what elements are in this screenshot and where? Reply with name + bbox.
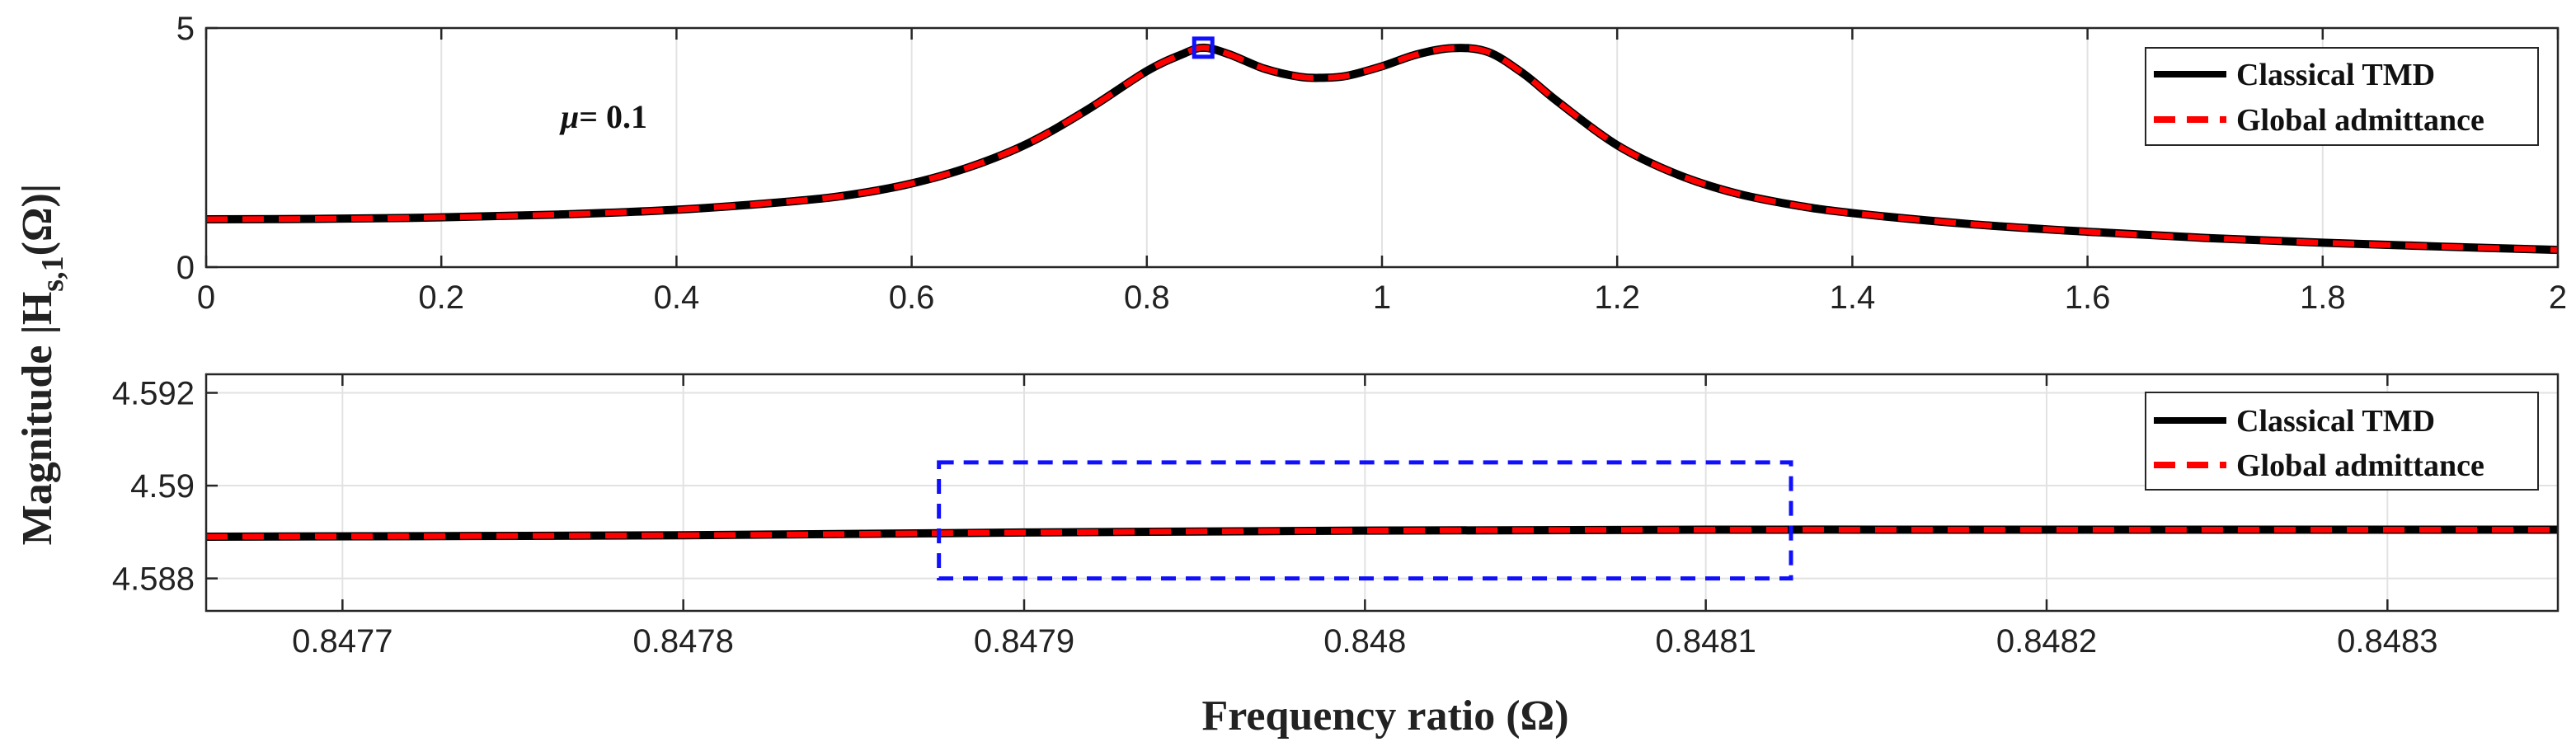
mu-value: = 0.1 [579,98,647,135]
top-xtick-label: 1.2 [1594,279,1640,316]
y-axis-label-main: Magnitude |H [14,292,61,546]
top-legend: Classical TMD Global admittance [2145,47,2539,146]
top-ticks: 0 0.2 0.4 0.6 0.8 1 1.2 1.4 1.6 1.8 2 0 5 [176,11,2567,316]
bottom-ytick-label: 4.592 [112,376,195,412]
bottom-xtick-label: 0.848 [1323,623,1406,660]
bottom-plot-panel: 0.8477 0.8478 0.8479 0.848 0.8481 0.8482 0.848… [112,373,2560,660]
bottom-ytick-label: 4.59 [130,468,195,505]
x-axis-label: Frequency ratio (Ω) [1201,693,1568,740]
bottom-xtick-label: 0.8481 [1655,623,1756,660]
bottom-ytick-label: 4.588 [112,561,195,598]
bottom-legend: Classical TMD Global admittance [2145,392,2539,491]
top-legend-box [2145,47,2539,146]
top-legend-label-global: Global admittance [2236,103,2484,138]
top-xtick-label: 1.6 [2065,279,2111,316]
bottom-legend-label-global: Global admittance [2236,448,2484,483]
top-xtick-label: 1 [1373,279,1391,316]
bottom-xtick-label: 0.8477 [292,623,393,660]
mu-annotation: μ= 0.1 [559,98,647,135]
y-axis-label-tail: (Ω)| [14,184,61,256]
top-xtick-label: 0 [197,279,215,316]
bottom-series-line-global-admittance [205,526,2558,540]
bottom-axes-box [204,373,2560,613]
bottom-series-lines [205,460,2558,581]
bottom-xtick-label: 0.8479 [974,623,1074,660]
mu-symbol: μ [559,98,579,135]
y-axis-label: Magnitude |Hs,1(Ω)| [14,184,70,546]
top-xtick-label: 0.8 [1124,279,1170,316]
top-series-line-global-admittance [205,45,2559,253]
top-xtick-label: 0.2 [418,279,464,316]
bottom-xtick-label: 0.8483 [2337,623,2437,660]
zoom-highlight-box [937,460,1793,581]
top-series-lines [205,36,2559,255]
bottom-xtick-label: 0.8478 [632,623,733,660]
top-xtick-label: 1.8 [2300,279,2346,316]
bottom-xtick-label: 0.8482 [1996,623,2097,660]
bottom-ticks: 0.8477 0.8478 0.8479 0.848 0.8481 0.8482 0.848… [112,374,2438,660]
y-axis-label-sub: s,1 [35,256,70,291]
top-xtick-label: 1.4 [1830,279,1876,316]
peak-marker-square [1192,36,1215,59]
top-xtick-label: 0.4 [654,279,700,316]
top-ytick-label: 5 [176,11,195,47]
top-ytick-label: 0 [176,250,195,286]
top-xtick-label: 0.6 [889,279,935,316]
bottom-legend-label-classical: Classical TMD [2236,404,2435,439]
top-legend-label-classical: Classical TMD [2236,58,2435,92]
top-xtick-label: 2 [2549,279,2567,316]
top-plot-panel: 0 0.2 0.4 0.6 0.8 1 1.2 1.4 1.6 1.8 2 0 5 μ= 0.1 Cla… [176,11,2567,316]
bottom-legend-box [2145,392,2539,491]
